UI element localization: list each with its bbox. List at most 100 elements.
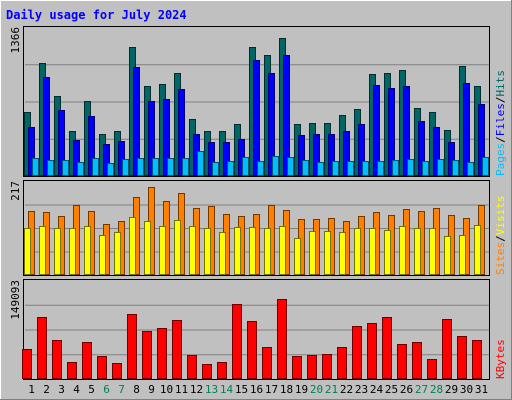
bar-sites-day-9 xyxy=(144,221,151,275)
bar-sites-day-21 xyxy=(324,231,331,275)
x-tick-label: 16 xyxy=(250,383,263,396)
bar-pages-day-23 xyxy=(362,161,369,176)
x-tick-label: 12 xyxy=(190,383,203,396)
bar-kbytes-day-24 xyxy=(367,323,377,379)
bar-sites-day-20 xyxy=(309,231,316,275)
x-tick-label: 19 xyxy=(295,383,308,396)
bar-kbytes-day-19 xyxy=(292,356,302,379)
legend-part: / xyxy=(494,97,507,104)
kbytes-legend: KBytes xyxy=(494,339,507,379)
bar-pages-day-13 xyxy=(212,162,219,176)
bar-sites-day-6 xyxy=(99,235,106,275)
bar-kbytes-day-27 xyxy=(412,342,422,379)
x-tick-label: 4 xyxy=(73,383,80,396)
bar-sites-day-19 xyxy=(294,238,301,275)
bar-pages-day-9 xyxy=(152,158,159,176)
bar-pages-day-16 xyxy=(257,161,264,176)
bar-kbytes-day-29 xyxy=(442,319,452,379)
legend-part: Pages xyxy=(494,143,507,176)
bar-files-day-23 xyxy=(358,124,365,176)
bar-files-day-9 xyxy=(148,101,155,176)
bar-sites-day-23 xyxy=(354,228,361,275)
bar-sites-day-26 xyxy=(399,226,406,275)
bar-pages-day-21 xyxy=(332,161,339,176)
bar-sites-day-3 xyxy=(54,228,61,275)
x-tick-label: 3 xyxy=(58,383,65,396)
bar-sites-day-29 xyxy=(444,236,451,275)
x-tick-label: 28 xyxy=(430,383,443,396)
bar-sites-day-18 xyxy=(279,226,286,275)
bar-files-day-16 xyxy=(253,60,260,176)
bar-files-day-13 xyxy=(208,142,215,176)
x-tick-label: 14 xyxy=(220,383,234,396)
bar-files-day-29 xyxy=(448,142,455,176)
legend-part: / xyxy=(494,136,507,143)
bar-files-day-30 xyxy=(463,83,470,176)
x-tick-label: 23 xyxy=(355,383,368,396)
x-tick-label: 21 xyxy=(325,383,338,396)
bar-pages-day-14 xyxy=(227,161,234,176)
x-tick-label: 17 xyxy=(265,383,278,396)
bar-pages-day-8 xyxy=(137,158,144,176)
bar-kbytes-day-15 xyxy=(232,304,242,379)
bar-sites-day-16 xyxy=(249,227,256,275)
legend-part: Hits xyxy=(494,70,507,97)
x-tick-label: 22 xyxy=(340,383,353,396)
hits-ymax-label: 1366 xyxy=(9,27,22,54)
bar-sites-day-24 xyxy=(369,228,376,275)
chart-title: Daily usage for July 2024 xyxy=(6,8,187,22)
x-tick-label: 11 xyxy=(175,383,188,396)
bar-kbytes-day-9 xyxy=(142,331,152,379)
x-tick-label: 25 xyxy=(385,383,398,396)
x-axis-labels: 1 2 3 4 5 6 7 8 9 10 11 12 13 14 15 16 17 18 19 20 21 22 23 24 2… xyxy=(28,383,488,396)
bar-layer xyxy=(22,38,489,379)
x-tick-label: 1 xyxy=(28,383,35,396)
bar-kbytes-day-26 xyxy=(397,344,407,379)
bar-sites-day-28 xyxy=(429,228,436,275)
bar-sites-day-31 xyxy=(474,225,481,275)
bar-kbytes-day-13 xyxy=(202,364,212,379)
x-tick-label: 15 xyxy=(235,383,248,396)
bar-sites-day-4 xyxy=(69,228,76,275)
bar-files-day-7 xyxy=(118,141,125,176)
bar-pages-day-18 xyxy=(287,157,294,176)
bar-pages-day-27 xyxy=(422,161,429,176)
bar-sites-day-8 xyxy=(129,217,136,275)
bar-files-day-4 xyxy=(73,140,80,176)
bar-files-day-19 xyxy=(298,135,305,176)
bar-files-day-3 xyxy=(58,110,65,176)
x-tick-label: 13 xyxy=(205,383,218,396)
bar-pages-day-6 xyxy=(107,163,114,176)
x-tick-label: 2 xyxy=(43,383,50,396)
bar-kbytes-day-22 xyxy=(337,347,347,379)
bar-kbytes-day-25 xyxy=(382,317,392,379)
bar-kbytes-day-3 xyxy=(52,340,62,379)
bar-kbytes-day-21 xyxy=(322,354,332,379)
bar-sites-day-1 xyxy=(24,228,31,275)
bar-pages-day-20 xyxy=(317,162,324,176)
bar-files-day-10 xyxy=(163,99,170,176)
bar-files-day-31 xyxy=(478,104,485,176)
bar-sites-day-15 xyxy=(234,227,241,275)
visits-ymax-label: 217 xyxy=(9,181,22,201)
x-tick-label: 10 xyxy=(160,383,173,396)
bar-sites-day-22 xyxy=(339,232,346,275)
bar-sites-day-10 xyxy=(159,226,166,275)
bar-kbytes-day-31 xyxy=(472,340,482,379)
visits-legend: Sites/Visits xyxy=(494,196,507,276)
bar-kbytes-day-10 xyxy=(157,328,167,379)
legend-part: Visits xyxy=(494,196,507,236)
bar-sites-day-11 xyxy=(174,220,181,275)
bar-kbytes-day-4 xyxy=(67,362,77,379)
x-tick-label: 30 xyxy=(460,383,473,396)
bar-kbytes-day-6 xyxy=(97,356,107,379)
bar-pages-day-11 xyxy=(182,158,189,176)
x-tick-label: 6 xyxy=(103,383,110,396)
bar-pages-day-15 xyxy=(242,157,249,176)
bar-sites-day-30 xyxy=(459,235,466,275)
bar-files-day-24 xyxy=(373,85,380,176)
x-tick-label: 26 xyxy=(400,383,413,396)
bar-files-day-22 xyxy=(343,131,350,176)
bar-kbytes-day-14 xyxy=(217,362,227,379)
